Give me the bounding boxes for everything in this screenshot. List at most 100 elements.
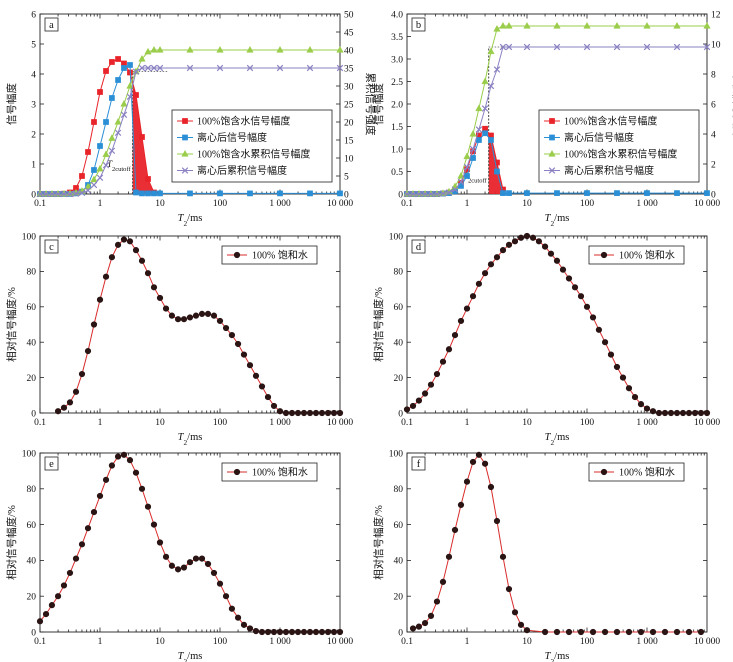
data-point bbox=[270, 402, 278, 410]
data-point bbox=[523, 43, 531, 51]
y-tick-label: 100 bbox=[22, 449, 37, 459]
data-point bbox=[96, 492, 104, 500]
x-tick-label: 1 bbox=[465, 418, 470, 428]
legend-label: 离心后累积信号幅度 bbox=[197, 164, 287, 177]
data-point bbox=[306, 628, 314, 636]
data-point bbox=[144, 503, 152, 510]
legend-swatch-marker bbox=[182, 118, 188, 124]
legend-swatch-marker bbox=[181, 149, 189, 157]
chart-panel-e: 0.1 1 10 100 1 000 10 000 0 20 40 60 80 100 相对信号幅度/%… bbox=[5, 449, 353, 662]
x-tick-label: 100 bbox=[213, 637, 228, 647]
y2-tick-label: 4 bbox=[711, 130, 716, 140]
data-point bbox=[421, 390, 429, 397]
data-point bbox=[337, 190, 343, 197]
data-point bbox=[240, 621, 248, 628]
y-tick-label: 100 bbox=[389, 232, 404, 242]
data-point bbox=[649, 628, 657, 636]
data-point bbox=[78, 189, 86, 197]
data-point bbox=[222, 324, 230, 332]
legend-swatch-marker bbox=[181, 167, 189, 174]
data-point bbox=[138, 485, 146, 492]
y-tick-label: 60 bbox=[394, 521, 404, 531]
data-point bbox=[72, 388, 80, 395]
data-point bbox=[463, 305, 471, 312]
data-point bbox=[667, 409, 675, 417]
data-point bbox=[614, 190, 620, 196]
data-point bbox=[126, 238, 134, 245]
data-point bbox=[493, 517, 501, 525]
legend-box bbox=[538, 109, 700, 183]
chart-panel-d: 0.1 1 10 100 1 000 10 000 0 20 40 60 80 100 相对信号幅度/%… bbox=[372, 232, 720, 446]
data-point bbox=[481, 460, 489, 467]
data-point bbox=[649, 408, 657, 415]
data-point bbox=[96, 164, 104, 172]
legend-label: 100%饱含水累积信号幅度 bbox=[197, 148, 310, 161]
data-point bbox=[415, 397, 423, 404]
y-tick-label: 1.5 bbox=[391, 123, 403, 133]
y-tick-label: 0 bbox=[31, 628, 36, 638]
x-tick-label: 1 000 bbox=[269, 637, 291, 647]
data-point bbox=[704, 190, 710, 196]
data-point bbox=[451, 526, 459, 534]
data-point bbox=[282, 409, 290, 417]
data-point bbox=[601, 628, 609, 636]
legend-swatch-marker bbox=[600, 468, 608, 476]
data-point bbox=[601, 339, 609, 346]
data-point bbox=[554, 190, 560, 196]
data-point bbox=[121, 65, 127, 71]
data-point bbox=[66, 190, 74, 198]
data-point bbox=[138, 257, 146, 264]
legend-swatch-marker bbox=[233, 251, 241, 259]
y-tick-label: 80 bbox=[27, 485, 37, 495]
data-point bbox=[524, 190, 530, 196]
legend-swatch-marker bbox=[182, 134, 188, 141]
data-point bbox=[198, 310, 206, 317]
data-point bbox=[48, 190, 56, 198]
data-point bbox=[306, 64, 314, 72]
y2-tick-label: 2 bbox=[711, 160, 716, 170]
data-point bbox=[84, 525, 92, 532]
data-point bbox=[511, 609, 519, 616]
data-point bbox=[109, 59, 115, 65]
data-point bbox=[294, 409, 302, 417]
data-point bbox=[258, 383, 266, 390]
data-point bbox=[318, 409, 326, 417]
data-point bbox=[613, 363, 621, 371]
data-point bbox=[282, 628, 290, 636]
data-point bbox=[535, 238, 543, 245]
y-tick-label: 1.0 bbox=[391, 145, 403, 155]
data-point bbox=[673, 409, 681, 417]
y2-tick-label: 15 bbox=[344, 136, 354, 146]
y-tick-label: 2.5 bbox=[391, 78, 403, 88]
data-point bbox=[91, 119, 97, 125]
data-point bbox=[234, 340, 242, 348]
x-tick-label: 1 000 bbox=[269, 199, 291, 209]
legend-label: 100% 饱和水 bbox=[252, 250, 308, 262]
data-point bbox=[150, 45, 158, 53]
data-point bbox=[66, 399, 74, 406]
data-point bbox=[336, 628, 344, 636]
legend-box bbox=[221, 462, 318, 482]
x-tick-label: 10 bbox=[522, 637, 532, 647]
data-point bbox=[85, 149, 91, 155]
data-point bbox=[42, 611, 50, 618]
data-point bbox=[529, 234, 537, 241]
data-point bbox=[294, 628, 302, 636]
y2-tick-label: 12 bbox=[711, 10, 721, 20]
data-point bbox=[247, 190, 253, 197]
data-point bbox=[505, 585, 513, 593]
data-point bbox=[445, 346, 453, 353]
data-point bbox=[84, 182, 92, 190]
x-tick-label: 0.1 bbox=[34, 418, 46, 428]
data-point bbox=[415, 623, 423, 630]
data-point bbox=[643, 43, 651, 51]
data-point bbox=[156, 294, 164, 302]
data-point bbox=[126, 93, 134, 101]
data-point bbox=[499, 553, 507, 560]
data-point bbox=[427, 190, 435, 198]
data-point bbox=[685, 409, 693, 417]
data-point bbox=[661, 628, 669, 636]
data-point bbox=[216, 64, 224, 72]
data-point bbox=[144, 64, 152, 72]
y2-tick-label: 35 bbox=[344, 64, 354, 74]
